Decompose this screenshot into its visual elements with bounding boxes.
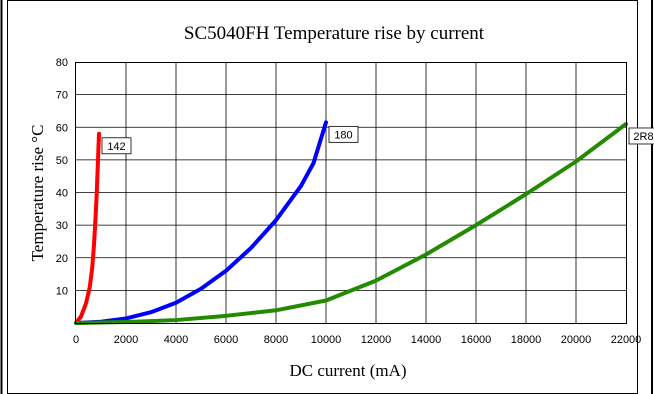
x-tick-label: 6000 <box>214 334 238 346</box>
y-tick-label: 70 <box>56 90 68 102</box>
x-tick-label: 4000 <box>164 334 188 346</box>
x-axis-label: DC current (mA) <box>289 361 406 380</box>
x-tick-label: 18000 <box>511 334 542 346</box>
y-tick-labels: 10 20 30 40 50 60 70 80 <box>56 57 68 297</box>
series-line-142 <box>74 131 101 325</box>
series-line-180 <box>74 120 328 325</box>
y-tick-label: 30 <box>56 220 68 232</box>
series-label-box <box>628 127 654 145</box>
series-label-box <box>101 137 132 155</box>
y-tick-label: 20 <box>56 253 68 265</box>
y-tick-label: 60 <box>56 122 68 134</box>
y-axis-label: Temperature rise °C <box>28 125 47 262</box>
x-tick-label: 8000 <box>264 334 288 346</box>
series-label-box <box>328 125 359 143</box>
y-tick-label: 50 <box>56 155 68 167</box>
x-tick-labels: 0 2000 4000 6000 8000 10000 12000 14000 16000 180… <box>73 334 641 346</box>
x-tick-label: 14000 <box>411 334 442 346</box>
y-tick-label: 80 <box>56 57 68 69</box>
x-tick-label: 20000 <box>561 334 592 346</box>
series-labels: 142 180 2R8 <box>101 125 654 155</box>
outer-border <box>7 0 638 394</box>
chart-title: SC5040FH Temperature rise by current <box>184 23 485 44</box>
series-label-2R8: 2R8 <box>633 131 653 143</box>
x-tick-label: 12000 <box>361 334 392 346</box>
x-tick-label: 2000 <box>114 334 138 346</box>
x-tick-label: 22000 <box>611 334 642 346</box>
series-lines <box>74 120 628 325</box>
y-tick-label: 40 <box>56 188 68 200</box>
plot-area-border <box>75 62 627 324</box>
series-label-142: 142 <box>107 141 125 153</box>
x-tick-label: 0 <box>73 334 79 346</box>
y-tick-label: 10 <box>56 285 68 297</box>
x-tick-label: 10000 <box>311 334 342 346</box>
x-tick-label: 16000 <box>461 334 492 346</box>
series-line-2R8 <box>74 121 628 325</box>
series-label-180: 180 <box>334 129 352 141</box>
